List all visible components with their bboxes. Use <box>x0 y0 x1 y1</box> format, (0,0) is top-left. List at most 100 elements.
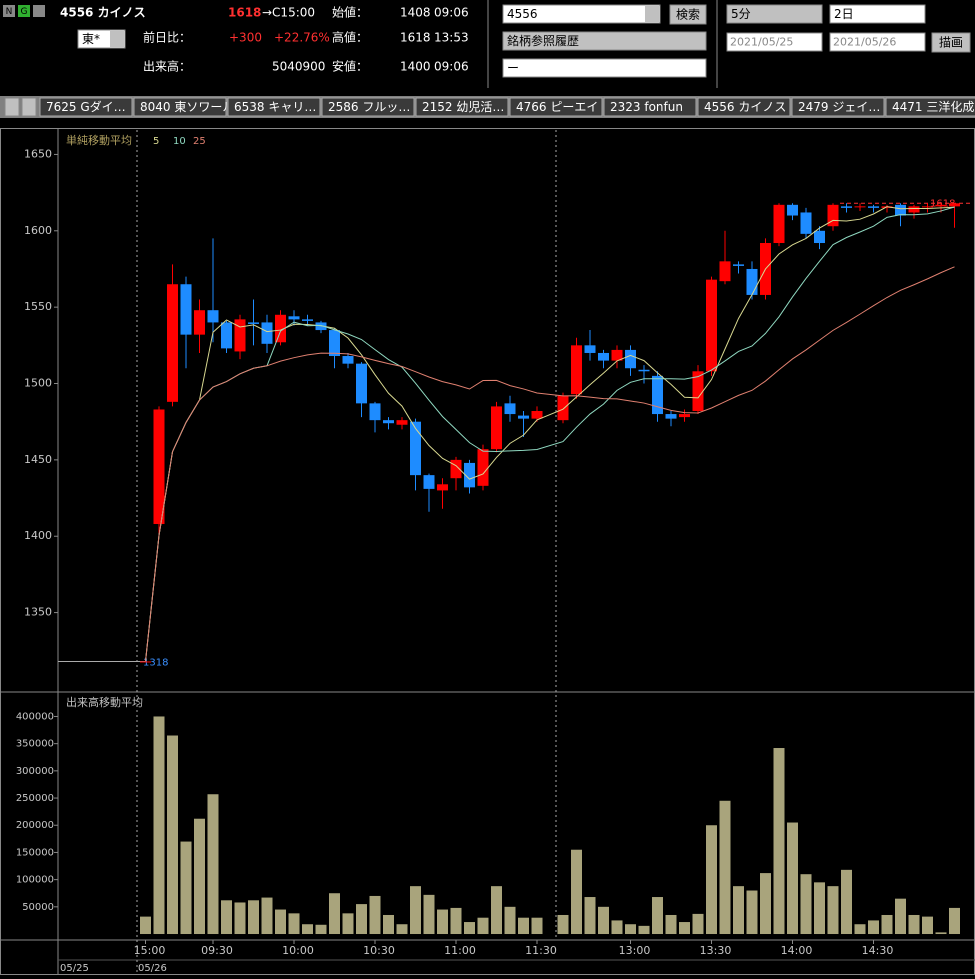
label: 前日比： <box>143 30 191 45</box>
tab[interactable] <box>791 97 885 117</box>
tab-label: 2586 フルッ… <box>328 100 410 114</box>
label: 出来高： <box>143 59 191 74</box>
tab-label: 4766 ピーエイ <box>516 100 598 114</box>
tab[interactable] <box>321 97 415 117</box>
candle-body <box>908 206 920 213</box>
interval-select[interactable] <box>726 4 823 24</box>
x-tick-label: 14:30 <box>862 944 894 957</box>
tab[interactable] <box>133 97 227 117</box>
nav-first[interactable] <box>4 97 20 117</box>
volume-bar <box>814 882 825 935</box>
candle-body <box>504 403 516 415</box>
tab-label: 2323 fonfun <box>610 100 683 114</box>
button-label: 検索 <box>676 8 700 22</box>
from-date[interactable] <box>726 32 823 52</box>
volume-bar <box>773 748 785 935</box>
candle-body <box>814 230 825 244</box>
tab[interactable] <box>885 97 975 117</box>
tab[interactable] <box>509 97 603 117</box>
candle-body <box>302 319 313 321</box>
to-date[interactable] <box>829 32 926 52</box>
candle-body <box>571 345 582 395</box>
y-tick-label: 1600 <box>24 224 52 237</box>
volume-bar <box>140 916 151 935</box>
search-button[interactable] <box>669 4 707 25</box>
tab[interactable] <box>415 97 509 117</box>
span-select[interactable] <box>829 4 926 24</box>
volume-bar <box>180 841 192 935</box>
volume-bar <box>464 922 475 935</box>
candle-body <box>625 349 636 369</box>
volume-bar <box>248 900 259 935</box>
volume-bar <box>315 924 327 935</box>
tab[interactable] <box>39 97 133 117</box>
tab[interactable] <box>227 97 321 117</box>
ma-legend: 10 <box>173 136 186 147</box>
candle-body <box>464 462 475 488</box>
volume-bar <box>611 920 623 935</box>
candle-body <box>450 459 462 479</box>
volume-bar <box>652 897 663 935</box>
x-tick-label: 11:00 <box>444 944 476 957</box>
candle-body <box>638 369 650 372</box>
candle-body <box>491 406 502 450</box>
y-tick-label: 1450 <box>24 453 52 466</box>
volume-bar <box>949 907 960 935</box>
last-price-label: 1618 <box>930 198 955 209</box>
candle-body <box>221 322 232 349</box>
icon-label: G <box>21 7 28 17</box>
candle-body <box>140 661 151 663</box>
code-input[interactable] <box>502 4 661 24</box>
price-time: →C15:00 <box>262 6 315 20</box>
y-tick-label: 200000 <box>16 820 54 831</box>
date-label: 05/25 <box>60 963 89 974</box>
candle-body <box>827 204 839 227</box>
draw-button[interactable] <box>931 32 971 53</box>
candle-body <box>733 264 744 266</box>
dropdown-arrow[interactable] <box>645 6 659 22</box>
dropdown-arrow[interactable] <box>110 31 124 47</box>
icon <box>18 5 30 17</box>
extra-select[interactable] <box>502 58 707 78</box>
nav-prev[interactable] <box>21 97 37 117</box>
from: 2021/05/25 <box>730 36 793 49</box>
volume-bar <box>638 925 650 935</box>
candle-body <box>342 356 354 364</box>
candle-body <box>611 349 623 361</box>
candle-body <box>746 268 758 295</box>
y-tick-label: 400000 <box>16 711 54 722</box>
ma-title: 単純移動平均 <box>66 133 132 147</box>
to: 2021/05/26 <box>833 36 896 49</box>
volume-bar <box>369 895 381 935</box>
open: 1408 <box>400 6 431 20</box>
volume-bar <box>491 886 502 935</box>
volume-bar <box>692 913 704 935</box>
volume-bar <box>719 800 731 935</box>
candle-body <box>922 206 933 208</box>
ma-line <box>145 266 955 662</box>
candle-body <box>153 409 165 525</box>
volume-bar <box>504 906 516 935</box>
y-tick-label: 350000 <box>16 739 54 750</box>
volume-bar <box>665 914 677 935</box>
volume-bar <box>342 913 354 935</box>
tab[interactable] <box>697 97 791 117</box>
lock-icon[interactable] <box>33 5 45 17</box>
candle-body <box>261 322 273 344</box>
volume-bar <box>827 886 839 935</box>
history-select[interactable] <box>502 31 707 51</box>
candle-body <box>518 415 529 419</box>
volume-bar <box>423 894 435 935</box>
tab[interactable] <box>603 97 697 117</box>
candle-body <box>207 310 219 323</box>
candle-body <box>180 284 192 335</box>
header: N G 4556 カイノス 1618 →C15:00 始値： 1408 09:0… <box>3 0 718 88</box>
candle-body <box>477 449 489 486</box>
volume-bar <box>895 898 906 935</box>
volume-bar <box>854 924 866 935</box>
volume-bar <box>584 897 596 935</box>
tab-label: 7625 Gダイ… <box>46 99 126 114</box>
period-panel: 5分 2日 2021/05/25 2021/05/26 描画 <box>726 4 971 53</box>
candle-body <box>288 316 300 320</box>
volume-bar <box>922 916 933 935</box>
